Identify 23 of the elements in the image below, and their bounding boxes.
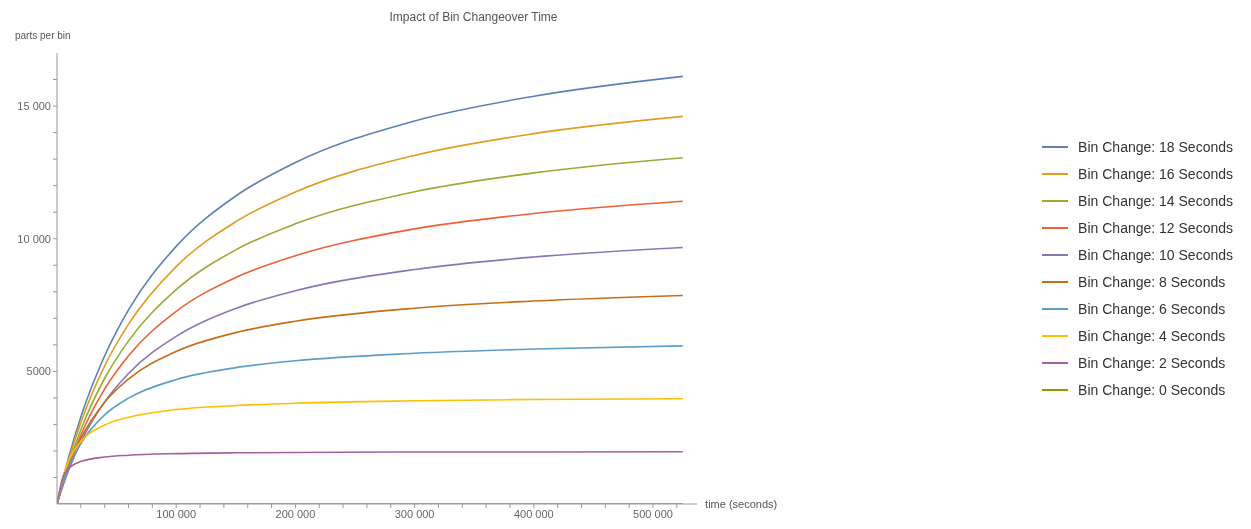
- x-tick-label: 300 000: [394, 507, 435, 520]
- x-tick-label: 400 000: [513, 507, 554, 520]
- legend-label: Bin Change: 6 Seconds: [1078, 301, 1226, 317]
- y-tick-label: 15 000: [17, 99, 51, 112]
- line-series: [57, 294, 684, 504]
- x-tick-label: 500 000: [633, 507, 673, 520]
- y-axis-title: parts per bin: [15, 30, 71, 41]
- legend-label: Bin Change: 8 Seconds: [1078, 274, 1226, 290]
- legend-label: Bin Change: 12 Seconds: [1078, 220, 1233, 236]
- line-series: [57, 397, 684, 504]
- y-tick-label: 5000: [26, 365, 51, 378]
- chart-title: Impact of Bin Changeover Time: [388, 10, 559, 24]
- legend-label: Bin Change: 2 Seconds: [1078, 355, 1226, 371]
- x-tick-label: 200 000: [275, 507, 316, 520]
- x-tick-label: 100 000: [156, 507, 197, 520]
- legend-label: Bin Change: 16 Seconds: [1078, 166, 1233, 182]
- y-tick-label: 10 000: [17, 232, 51, 245]
- legend-label: Bin Change: 4 Seconds: [1078, 328, 1226, 344]
- legend-label: Bin Change: 14 Seconds: [1078, 193, 1233, 209]
- legend-label: Bin Change: 18 Seconds: [1078, 139, 1233, 155]
- legend-label: Bin Change: 10 Seconds: [1078, 247, 1233, 263]
- legend-label: Bin Change: 0 Seconds: [1078, 382, 1226, 398]
- x-axis-title: time (seconds): [705, 498, 778, 511]
